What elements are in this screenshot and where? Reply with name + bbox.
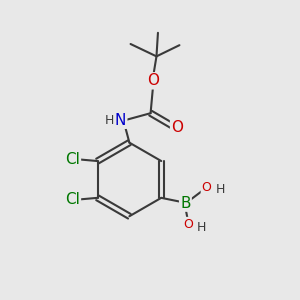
Text: N: N xyxy=(115,113,126,128)
Text: O: O xyxy=(147,73,159,88)
Text: H: H xyxy=(105,114,114,127)
Text: Cl: Cl xyxy=(65,152,80,167)
Text: H: H xyxy=(197,221,207,234)
Text: O: O xyxy=(183,218,193,231)
Text: H: H xyxy=(216,183,225,196)
Text: O: O xyxy=(171,120,183,135)
Text: O: O xyxy=(202,181,212,194)
Text: Cl: Cl xyxy=(65,192,80,207)
Text: B: B xyxy=(180,196,191,211)
